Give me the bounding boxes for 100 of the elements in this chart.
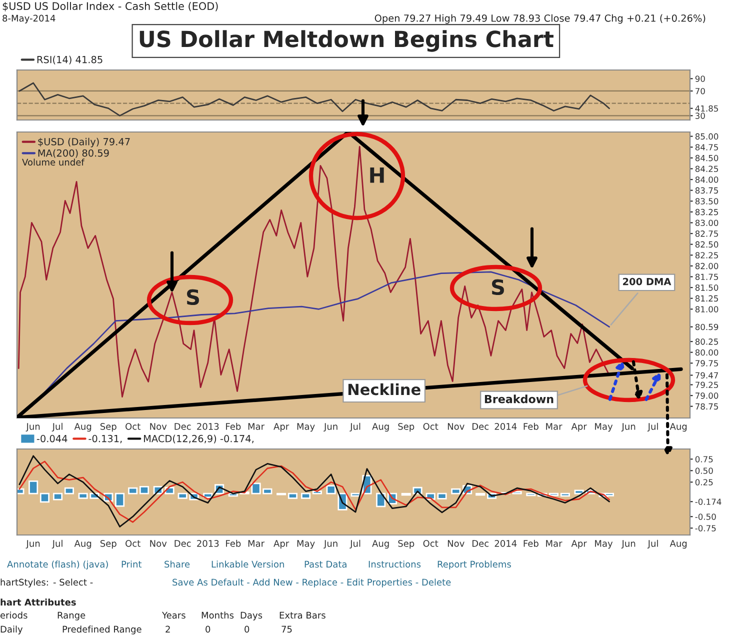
x-tick-label: Sep: [100, 423, 116, 432]
x-tick-label: Mar: [546, 540, 562, 547]
x-tick-label: Aug: [670, 540, 687, 549]
text: 8-May-2014: [2, 14, 56, 24]
x-tick-label: Jun: [324, 423, 338, 432]
x-tick-label: Feb: [226, 422, 241, 430]
y-tick-label: 79.00: [696, 392, 718, 399]
x-tick-label: Mar: [248, 423, 265, 430]
x-tick-label: 2013: [197, 540, 219, 547]
text: 2: [166, 626, 170, 632]
x-tick-label: May: [297, 423, 315, 432]
y-tick-label: 82.75: [695, 230, 718, 237]
x-tick-label: Jun: [621, 540, 636, 549]
y-tick-label: 30: [695, 112, 705, 119]
x-tick-label: Nov: [150, 423, 167, 430]
y-tick-label: 83.00: [695, 220, 718, 226]
x-tick-label: May: [595, 423, 613, 432]
annotation: Volume undef: [22, 158, 85, 166]
text: Extra Bars: [280, 612, 326, 619]
x-tick-label: Oct: [423, 540, 438, 547]
text: - Select -: [53, 578, 93, 586]
x-tick-label: Dec: [472, 423, 489, 430]
y-tick-label: -0.50: [695, 514, 716, 520]
text: 75: [282, 626, 292, 633]
y-tick-label: 84.50: [695, 154, 718, 162]
y-tick-label: 0.50: [695, 468, 713, 474]
x-tick-label: Nov: [448, 423, 464, 430]
x-tick-label: Sep: [100, 540, 116, 549]
x-tick-label: Oct: [126, 540, 140, 547]
x-tick-label: Aug: [74, 423, 92, 432]
text: Years: [162, 612, 186, 619]
y-tick-label: 81.00: [695, 306, 718, 312]
y-tick-label: -0.174: [695, 498, 722, 505]
x-tick-label: Nov: [150, 540, 167, 547]
x-tick-label: Nov: [448, 540, 464, 547]
legend-label: -0.131,: [88, 434, 122, 444]
x-tick-label: Apr: [274, 423, 290, 432]
y-tick-label: 84.00: [695, 176, 718, 183]
text: Days: [240, 612, 262, 620]
text: Share: [164, 560, 190, 568]
text: eriods: [0, 612, 28, 619]
text: Save As Default - Add New - Replace - Edit Properties - Delete: [172, 578, 451, 588]
x-tick-label: 2014: [494, 423, 517, 430]
y-tick-label: 83.25: [695, 208, 718, 216]
text: Daily: [0, 626, 23, 634]
text: Months: [202, 612, 234, 619]
y-tick-label: 80.25: [695, 338, 718, 345]
y-tick-label: 81.25: [695, 295, 718, 302]
text: Open 79.27 High 79.49 Low 78.93 Close 79.47 Chg +0.21 (+0.26%): [374, 14, 706, 24]
y-tick-label: 80.00: [695, 349, 718, 356]
text: hart Attributes: [0, 598, 76, 606]
y-tick-label: 83.50: [695, 198, 718, 204]
x-tick-label: Apr: [571, 540, 587, 549]
x-tick-label: Feb: [226, 540, 241, 547]
x-tick-label: Apr: [274, 540, 290, 549]
y-tick-label: 80.59: [695, 324, 718, 330]
annotation: 200 DMA: [623, 278, 672, 286]
y-tick-label: 84.25: [695, 166, 718, 172]
text: Print: [122, 560, 142, 568]
text: Past Data: [304, 560, 346, 568]
x-tick-label: Jul: [350, 422, 360, 432]
text: Annotate (flash) (java): [7, 560, 108, 570]
text: Range: [58, 612, 86, 620]
legend-label: -0.044: [36, 434, 68, 442]
annotation: Neckline: [348, 383, 420, 396]
x-tick-label: Jul: [647, 422, 658, 432]
text: Linkable Version: [212, 560, 284, 568]
x-tick-label: 2014: [494, 540, 517, 547]
x-tick-label: Mar: [248, 540, 265, 547]
y-tick-label: 79.25: [696, 382, 718, 388]
legend-label: MACD(12,26,9) -0.174,: [144, 434, 254, 444]
y-tick-label: 85.00: [695, 133, 718, 140]
y-tick-label: 90: [695, 76, 705, 82]
x-tick-label: Dec: [174, 423, 191, 430]
y-tick-label: -0.75: [695, 525, 716, 532]
legend-label: RSI(14) 41.85: [37, 56, 102, 64]
x-tick-label: Jun: [621, 423, 636, 432]
y-tick-label: 0.25: [695, 479, 713, 486]
y-tick-label: 41.85: [695, 105, 718, 112]
x-tick-label: Aug: [372, 540, 389, 549]
y-tick-label: 81.50: [695, 284, 718, 291]
y-tick-label: 82.50: [695, 241, 718, 248]
x-tick-label: Dec: [174, 540, 191, 547]
text: Report Problems: [438, 560, 511, 570]
x-tick-label: May: [297, 540, 315, 549]
text: hartStyles:: [0, 578, 48, 588]
y-tick-label: 79.47: [696, 372, 718, 379]
chart-title: US Dollar Meltdown Begins Chart: [140, 30, 554, 52]
x-tick-label: Aug: [74, 540, 92, 549]
x-tick-label: Sep: [398, 423, 414, 432]
annotation: S: [186, 289, 199, 306]
y-tick-label: 79.75: [696, 360, 718, 366]
x-tick-label: Aug: [670, 423, 687, 432]
y-tick-label: 0.75: [695, 456, 713, 462]
annotation: S: [492, 279, 504, 296]
y-tick-label: 84.75: [695, 144, 718, 150]
x-tick-label: Jun: [324, 540, 338, 549]
x-tick-label: Mar: [546, 423, 562, 430]
annotation: H: [370, 168, 384, 183]
y-tick-label: 82.25: [695, 252, 718, 258]
